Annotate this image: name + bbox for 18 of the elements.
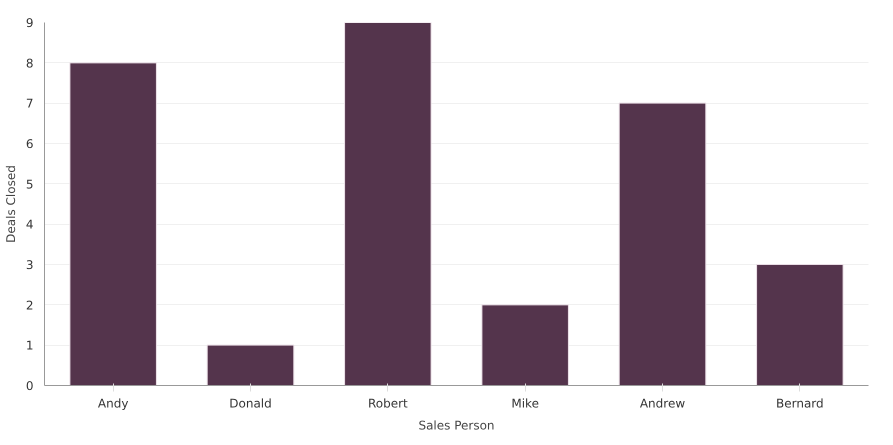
- x-tick-label: Andrew: [640, 396, 686, 410]
- x-axis-title: Sales Person: [418, 418, 495, 432]
- y-tick-label: 2: [26, 298, 34, 312]
- y-axis-title: Deals Closed: [4, 165, 18, 243]
- y-tick-label: 9: [26, 16, 34, 30]
- y-tick-label: 1: [26, 338, 34, 353]
- y-tick-label: 4: [26, 218, 34, 232]
- x-tick-label: Donald: [229, 396, 272, 410]
- y-tick-label: 8: [26, 56, 34, 70]
- y-tick-label: 3: [26, 258, 34, 272]
- x-tick-label: Mike: [511, 396, 539, 410]
- y-tick-label: 7: [26, 96, 34, 111]
- y-tick-label: 0: [26, 379, 34, 393]
- y-tick-label: 6: [26, 137, 34, 151]
- x-tick-label: Bernard: [776, 396, 824, 410]
- x-tick-label: Andy: [98, 396, 128, 410]
- x-tick-label: Robert: [368, 396, 408, 410]
- y-tick-label: 5: [26, 177, 34, 192]
